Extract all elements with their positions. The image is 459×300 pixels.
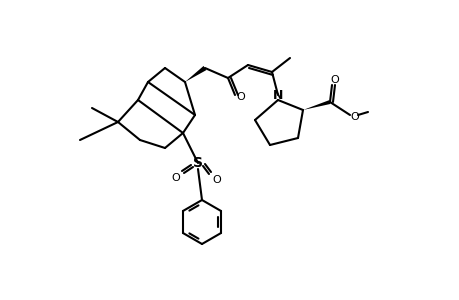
Text: O: O — [330, 75, 339, 85]
Text: S: S — [193, 156, 202, 170]
Polygon shape — [185, 66, 206, 82]
Text: O: O — [350, 112, 358, 122]
Text: O: O — [171, 173, 180, 183]
Text: O: O — [212, 175, 221, 185]
Text: N: N — [272, 88, 283, 101]
Polygon shape — [302, 100, 330, 110]
Text: O: O — [236, 92, 245, 102]
